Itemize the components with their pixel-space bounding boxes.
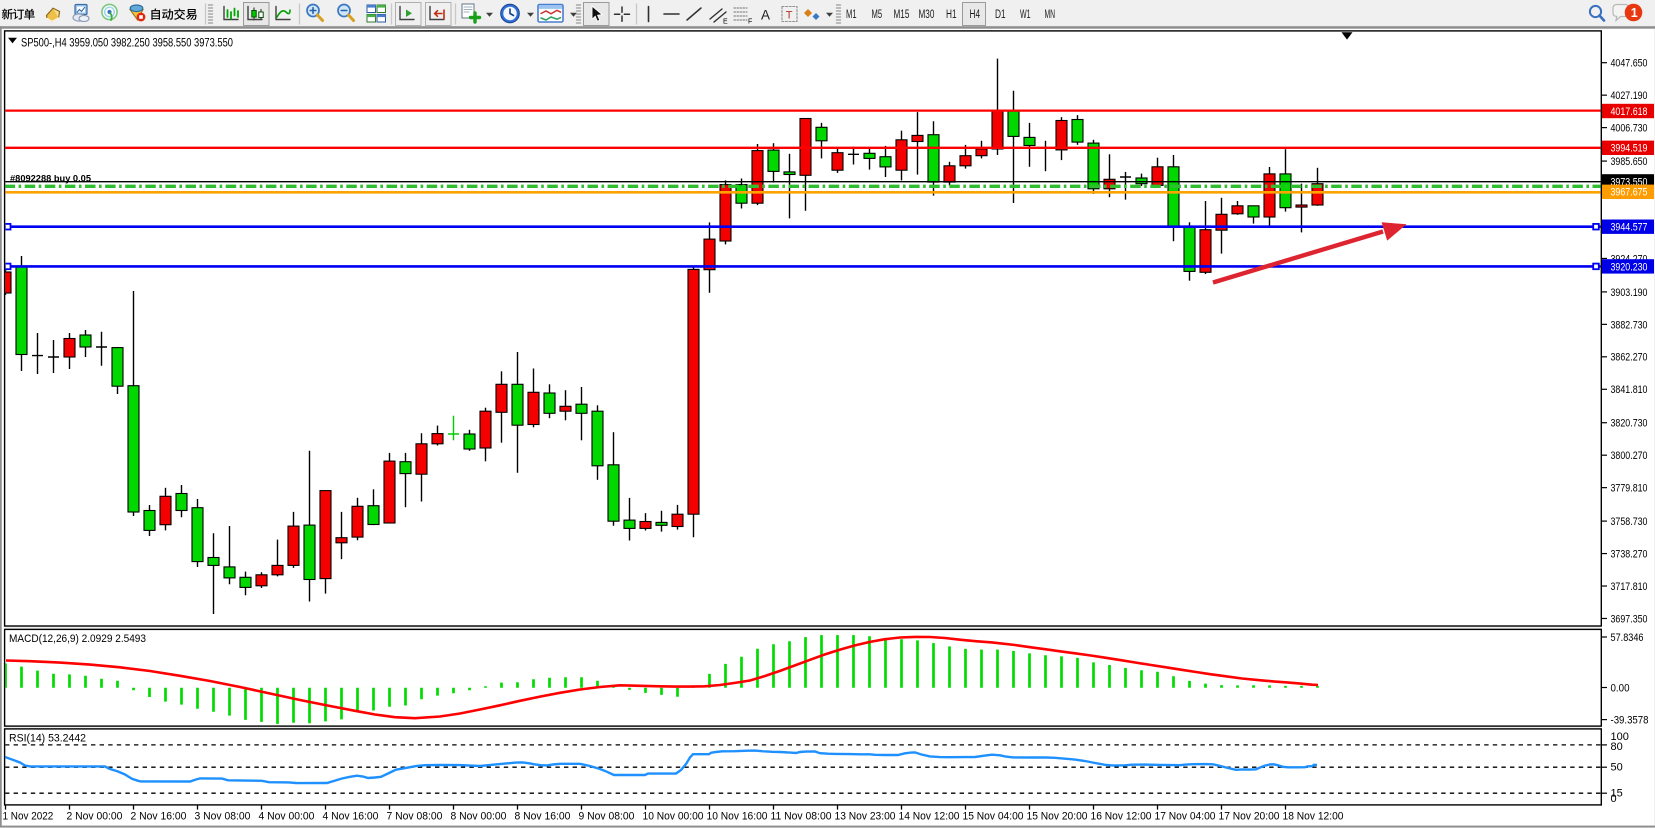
svg-text:15 Nov 20:00: 15 Nov 20:00 [1027,811,1088,823]
svg-text:15 Nov 04:00: 15 Nov 04:00 [963,811,1024,823]
svg-text:3967.675: 3967.675 [1611,187,1648,199]
svg-text:3738.270: 3738.270 [1611,548,1648,560]
svg-text:3944.577: 3944.577 [1611,222,1648,234]
svg-text:9 Nov 08:00: 9 Nov 08:00 [579,811,635,823]
svg-text:2 Nov 16:00: 2 Nov 16:00 [131,811,187,823]
svg-text:4047.650: 4047.650 [1611,58,1648,70]
svg-text:1 Nov 2022: 1 Nov 2022 [3,811,54,823]
svg-text:7 Nov 08:00: 7 Nov 08:00 [387,811,443,823]
svg-text:1: 1 [1631,6,1638,20]
svg-text:3717.810: 3717.810 [1611,581,1648,593]
svg-text:8 Nov 16:00: 8 Nov 16:00 [515,811,571,823]
svg-text:3994.519: 3994.519 [1611,143,1648,155]
svg-text:13 Nov 23:00: 13 Nov 23:00 [835,811,896,823]
svg-text:4 Nov 00:00: 4 Nov 00:00 [259,811,315,823]
svg-text:F: F [748,19,752,26]
svg-text:17 Nov 04:00: 17 Nov 04:00 [1155,811,1216,823]
svg-text:50: 50 [1611,762,1623,774]
svg-text:10 Nov 16:00: 10 Nov 16:00 [707,811,768,823]
svg-text:14 Nov 12:00: 14 Nov 12:00 [899,811,960,823]
svg-text:4 Nov 16:00: 4 Nov 16:00 [323,811,379,823]
svg-text:E: E [723,19,728,26]
svg-text:57.8346: 57.8346 [1611,632,1644,644]
svg-text:3758.730: 3758.730 [1611,516,1648,528]
svg-text:0.00: 0.00 [1611,682,1630,694]
svg-text:3862.270: 3862.270 [1611,352,1648,364]
svg-text:M5: M5 [872,9,883,21]
svg-text:3800.270: 3800.270 [1611,450,1648,462]
svg-text:3779.810: 3779.810 [1611,483,1648,495]
svg-text:3920.230: 3920.230 [1611,261,1648,273]
svg-text:10 Nov 00:00: 10 Nov 00:00 [643,811,704,823]
svg-text:2 Nov 00:00: 2 Nov 00:00 [67,811,123,823]
svg-text:D1: D1 [995,9,1006,21]
svg-text:3903.190: 3903.190 [1611,287,1648,299]
svg-text:3 Nov 08:00: 3 Nov 08:00 [195,811,251,823]
svg-text:W1: W1 [1020,9,1031,21]
svg-text:3820.730: 3820.730 [1611,418,1648,430]
svg-text:-39.3578: -39.3578 [1611,715,1649,727]
svg-text:4017.618: 4017.618 [1611,106,1648,118]
svg-text:0: 0 [1611,793,1617,805]
svg-text:M15: M15 [894,9,910,21]
svg-text:3841.810: 3841.810 [1611,384,1648,396]
svg-text:H4: H4 [970,9,981,21]
svg-text:100: 100 [1611,731,1629,743]
svg-text:18 Nov 12:00: 18 Nov 12:00 [1283,811,1344,823]
svg-text:M30: M30 [919,9,935,21]
svg-text:17 Nov 20:00: 17 Nov 20:00 [1219,811,1280,823]
svg-text:SP500-,H4 3959.050 3982.250 3: SP500-,H4 3959.050 3982.250 3958.550 397… [21,36,233,50]
svg-text:#8092288 buy 0.05: #8092288 buy 0.05 [10,173,92,184]
svg-text:M1: M1 [846,9,857,21]
svg-text:16 Nov 12:00: 16 Nov 12:00 [1091,811,1152,823]
svg-text:MN: MN [1045,9,1056,21]
svg-text:T: T [786,10,793,22]
svg-text:80: 80 [1611,741,1623,753]
svg-text:RSI(14) 53.2442: RSI(14) 53.2442 [9,733,86,745]
svg-text:MACD(12,26,9) 2.0929 2.5493: MACD(12,26,9) 2.0929 2.5493 [9,633,146,645]
svg-text:4027.190: 4027.190 [1611,90,1648,102]
svg-text:8 Nov 00:00: 8 Nov 00:00 [451,811,507,823]
svg-text:3882.730: 3882.730 [1611,319,1648,331]
svg-text:3697.350: 3697.350 [1611,613,1648,625]
svg-text:15: 15 [1611,787,1623,799]
svg-text:11 Nov 08:00: 11 Nov 08:00 [771,811,832,823]
svg-text:A: A [761,8,770,23]
svg-text:H1: H1 [946,9,957,21]
svg-text:4006.730: 4006.730 [1611,123,1648,135]
svg-text:3985.650: 3985.650 [1611,156,1648,168]
